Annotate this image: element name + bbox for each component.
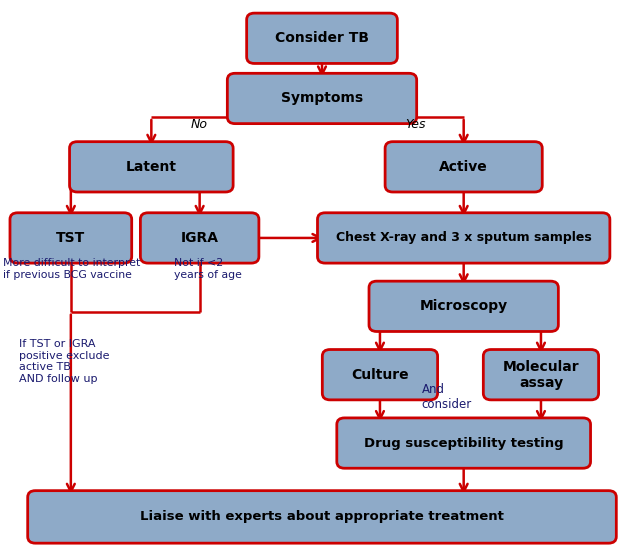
Text: Microscopy: Microscopy: [420, 299, 507, 313]
Text: Culture: Culture: [351, 368, 409, 382]
FancyBboxPatch shape: [337, 418, 591, 468]
FancyBboxPatch shape: [317, 213, 610, 263]
Text: Molecular
assay: Molecular assay: [503, 359, 579, 390]
Text: Not if <2
years of age: Not if <2 years of age: [174, 258, 242, 280]
Text: TST: TST: [56, 231, 86, 245]
Text: IGRA: IGRA: [180, 231, 219, 245]
FancyBboxPatch shape: [140, 213, 259, 263]
Text: Liaise with experts about appropriate treatment: Liaise with experts about appropriate tr…: [140, 510, 504, 523]
FancyBboxPatch shape: [227, 73, 417, 124]
FancyBboxPatch shape: [385, 142, 542, 192]
Text: No: No: [191, 118, 208, 131]
Text: Latent: Latent: [126, 160, 177, 174]
Text: And
consider: And consider: [422, 383, 472, 411]
FancyBboxPatch shape: [10, 213, 131, 263]
FancyBboxPatch shape: [28, 491, 616, 543]
FancyBboxPatch shape: [70, 142, 233, 192]
Text: More difficult to interpret
if previous BCG vaccine: More difficult to interpret if previous …: [3, 258, 140, 280]
FancyBboxPatch shape: [483, 350, 598, 400]
Text: If TST or IGRA
positive exclude
active TB
AND follow up: If TST or IGRA positive exclude active T…: [19, 339, 110, 384]
Text: Active: Active: [439, 160, 488, 174]
FancyBboxPatch shape: [247, 13, 397, 63]
Text: Chest X-ray and 3 x sputum samples: Chest X-ray and 3 x sputum samples: [336, 231, 592, 245]
Text: Consider TB: Consider TB: [275, 31, 369, 45]
FancyBboxPatch shape: [322, 350, 438, 400]
Text: Drug susceptibility testing: Drug susceptibility testing: [364, 437, 564, 450]
Text: Symptoms: Symptoms: [281, 91, 363, 106]
Text: Yes: Yes: [405, 118, 426, 131]
FancyBboxPatch shape: [369, 281, 558, 331]
